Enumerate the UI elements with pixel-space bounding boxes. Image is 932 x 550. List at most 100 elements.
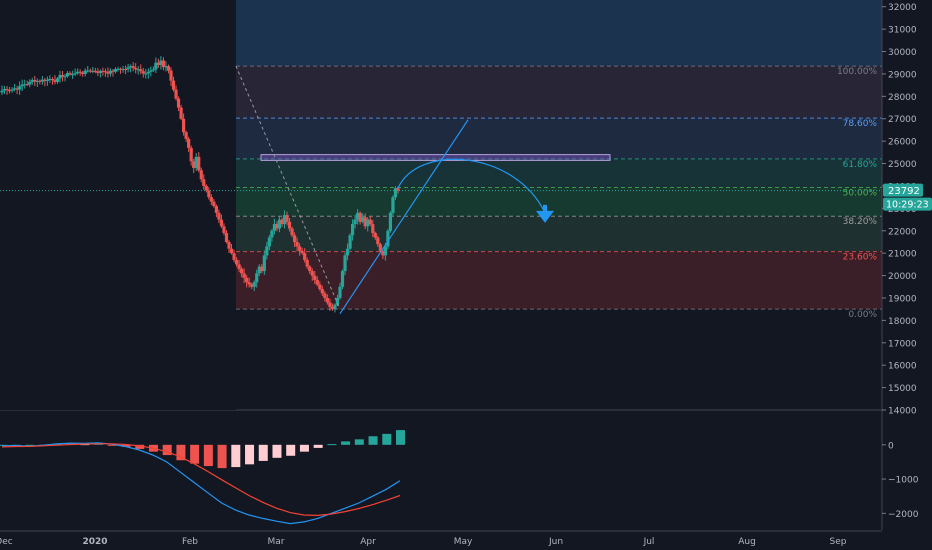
- candle-body: [106, 71, 110, 74]
- macd-tick-label: −1000: [888, 476, 919, 486]
- candle-body: [50, 78, 55, 81]
- candle-body: [257, 266, 261, 274]
- candle-body: [320, 289, 324, 294]
- time-tick-label: Feb: [182, 537, 198, 547]
- macd-line: [1, 442, 401, 525]
- candle-body: [23, 84, 27, 86]
- candle-body: [270, 230, 274, 238]
- macd-histogram-bar: [396, 430, 405, 445]
- candle-body: [55, 78, 60, 82]
- candle-body: [358, 212, 362, 222]
- fib-level-label: 78.60%: [843, 119, 878, 129]
- candle-body: [151, 69, 155, 71]
- macd-histogram: [0, 430, 405, 469]
- time-tick-label: May: [454, 537, 473, 547]
- candle-body: [171, 80, 176, 90]
- candle-body: [154, 62, 158, 70]
- time-tick-label: 2020: [82, 537, 107, 547]
- candle-body: [149, 70, 153, 72]
- candle-body: [161, 60, 166, 68]
- fib-level-label: 61.80%: [843, 160, 878, 170]
- macd-histogram-bar: [341, 441, 351, 445]
- candle-body: [325, 297, 329, 303]
- fibonacci-labels: 100.00% 78.60% 61.80% 50.00% 38.20% 23.60% 0.0…: [837, 67, 877, 320]
- candle-body: [315, 280, 319, 285]
- candle-body: [298, 246, 302, 251]
- chart-background: [0, 0, 236, 410]
- macd-pane: [0, 430, 405, 525]
- candle-body: [187, 138, 191, 148]
- candle-body: [176, 98, 181, 108]
- candle-body: [141, 71, 145, 74]
- candle-body: [5, 89, 9, 91]
- fib-zone: [236, 66, 882, 119]
- macd-axis[interactable]: 0 −1000 −2000: [882, 441, 919, 520]
- candle-body: [361, 217, 365, 222]
- fib-zone: [236, 158, 882, 188]
- candle-body: [179, 107, 183, 119]
- candle-body: [277, 219, 282, 229]
- price-axis[interactable]: 14000 15000 16000 17000 18000 19000 20000 21000…: [881, 0, 917, 530]
- candle-body: [313, 275, 317, 281]
- candle-body: [63, 76, 67, 78]
- candle-body: [229, 248, 234, 254]
- candle-body: [0, 90, 4, 93]
- price-tick-label: 30000: [888, 48, 917, 58]
- macd-histogram-bar: [190, 444, 200, 464]
- candle-body: [113, 69, 118, 72]
- candle-body: [308, 266, 312, 272]
- candle-body: [222, 226, 226, 234]
- price-badge-label: 23792: [888, 186, 920, 197]
- trend-line[interactable]: [339, 119, 469, 314]
- candle-body: [285, 215, 289, 222]
- fib-zone-top: [236, 0, 882, 67]
- time-axis[interactable]: Dec 2020 Feb Mar Apr May Jun Jul Aug Sep: [0, 530, 882, 547]
- candle-body: [310, 271, 314, 276]
- macd-histogram-bar: [245, 444, 255, 465]
- candle-body: [118, 68, 123, 71]
- candle-body: [333, 304, 337, 310]
- macd-histogram-bar: [354, 439, 364, 445]
- candle-body: [353, 219, 357, 225]
- candle-body: [15, 88, 19, 90]
- resistance-zone[interactable]: [260, 154, 611, 161]
- candle-body: [386, 230, 390, 247]
- macd-histogram-bar: [162, 444, 172, 456]
- candle-body: [169, 70, 173, 81]
- candle-body: [2, 89, 7, 91]
- candle-body: [111, 70, 115, 72]
- macd-histogram-bar: [258, 444, 268, 461]
- price-tick-label: 22000: [888, 227, 917, 237]
- candle-body: [237, 264, 241, 269]
- candle-body: [174, 89, 178, 99]
- macd-histogram-bar: [121, 444, 131, 447]
- candle-body: [212, 201, 216, 207]
- candle-body: [156, 62, 160, 65]
- candle-body: [96, 71, 100, 73]
- candle-body: [207, 190, 211, 198]
- candle-body: [383, 246, 387, 256]
- candle-body: [219, 219, 224, 227]
- macd-histogram-bar: [231, 444, 241, 468]
- candle-body: [262, 255, 266, 272]
- candle-body: [242, 273, 246, 278]
- candle-body: [103, 71, 108, 73]
- candle-body: [76, 71, 80, 74]
- candle-body: [305, 259, 309, 267]
- candle-body: [250, 284, 254, 287]
- candle-body: [199, 170, 203, 180]
- candle-body: [28, 81, 32, 85]
- macd-histogram-bar: [368, 436, 378, 445]
- candle-body: [121, 69, 125, 71]
- projection-arrow[interactable]: [397, 158, 546, 214]
- candle-body: [240, 268, 244, 274]
- price-tick-label: 18000: [888, 317, 917, 327]
- price-tick-label: 27000: [888, 115, 917, 125]
- price-tick-label: 26000: [888, 138, 917, 148]
- time-tick-label: Jun: [548, 537, 563, 547]
- candle-body: [129, 66, 133, 68]
- candle-body: [136, 69, 140, 71]
- fib-trend-line[interactable]: [235, 65, 341, 310]
- macd-histogram-bar: [313, 444, 323, 448]
- candle-body: [247, 282, 251, 285]
